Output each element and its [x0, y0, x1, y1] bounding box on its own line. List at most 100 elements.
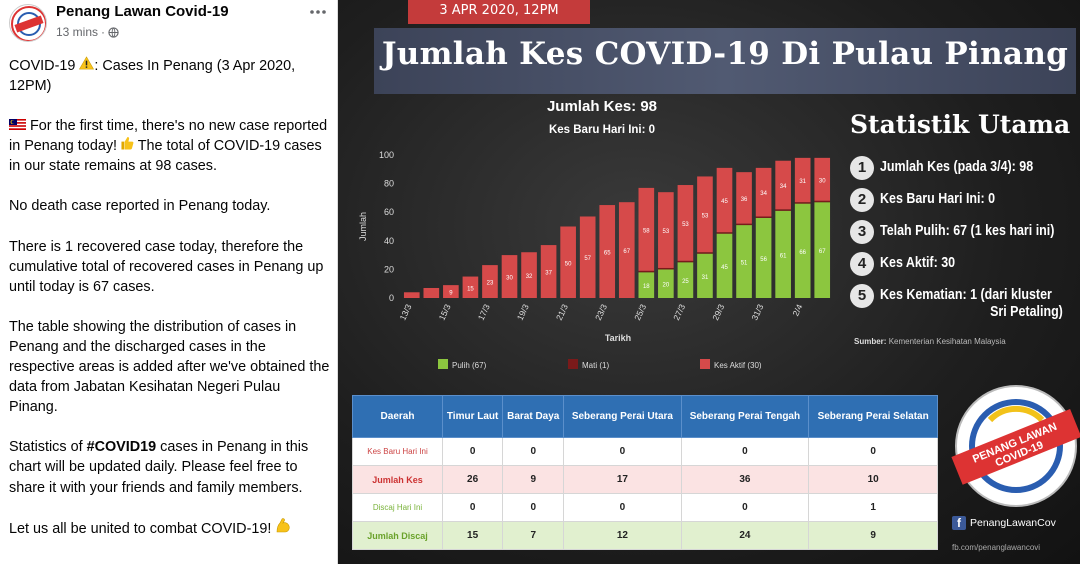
bar-label-aktif: 23 [487, 281, 494, 287]
post-paragraph-7: Let us all be united to combat COVID-19! [9, 517, 331, 539]
table-header-row: Daerah Timur Laut Barat Daya Seberang Pe… [352, 395, 938, 438]
bar-aktif [814, 157, 831, 201]
stat-text: Kes Baru Hari Ini: 0 [880, 191, 996, 207]
post-paragraph-6: Statistics of #COVID19 cases in Penang i… [9, 437, 331, 497]
bar-aktif [521, 252, 537, 298]
bar-label-pulih: 31 [702, 275, 709, 281]
page-name-link[interactable]: Penang Lawan Covid-19 [56, 3, 229, 20]
post-paragraph-2: For the first time, there's no new case … [9, 116, 331, 176]
post-time[interactable]: 13 mins [56, 25, 99, 39]
p2-text-b: The total of COVID-19 cases in our state… [9, 138, 322, 175]
bar-aktif [540, 245, 557, 298]
bar-label-aktif: 57 [584, 256, 591, 262]
table-header: Seberang Perai Utara [563, 395, 682, 438]
bar-label-aktif: 37 [545, 271, 552, 277]
row-label: Kes Baru Hari Ini [352, 437, 443, 466]
post-meta: 13 mins · [56, 25, 119, 39]
date-banner: 3 APR 2020, 12PM [408, 0, 590, 24]
x-tick-label: 25/3 [632, 302, 648, 321]
bar-pulih [794, 203, 811, 298]
bar-label-pulih: 56 [760, 257, 767, 263]
bar-mati [736, 223, 752, 226]
p1-text-a: COVID-19 [9, 58, 76, 74]
stat-text: Kes Kematian: 1 (dari kluster Sri Petali… [880, 284, 1063, 321]
y-axis-label: Jumlah [358, 212, 368, 241]
stat-text: Telah Pulih: 67 (1 kes hari ini) [880, 223, 1055, 239]
bar-aktif [794, 157, 811, 203]
infographic: 3 APR 2020, 12PM Jumlah Kes COVID-19 Di … [338, 0, 1080, 564]
bar-mati [814, 200, 831, 203]
bar-aktif [658, 192, 674, 268]
y-tick-label: 80 [384, 179, 394, 189]
table-header: Timur Laut [441, 395, 504, 438]
table-cell: 9 [808, 521, 938, 550]
thumbs-up-icon [121, 136, 134, 152]
post-paragraph-1: COVID-19 : Cases In Penang (3 Apr 2020, … [9, 56, 331, 96]
post-paragraph-4: There is 1 recovered case today, therefo… [9, 238, 324, 295]
p6-text-a: Statistics of [9, 439, 87, 456]
bar-aktif [560, 226, 576, 298]
bar-aktif [423, 287, 440, 298]
post-paragraph-3: No death case reported in Penang today. [9, 198, 271, 215]
table-cell: 36 [680, 465, 810, 494]
bar-pulih [814, 202, 831, 298]
bar-aktif [697, 176, 713, 253]
x-tick-label: 19/3 [515, 302, 531, 321]
legend-label: Kes Aktif (30) [714, 361, 762, 370]
bar-aktif [775, 160, 791, 210]
bar-mati [638, 270, 655, 273]
page-avatar[interactable] [9, 4, 47, 42]
bar-label-aktif: 58 [643, 228, 650, 234]
table-header: Barat Daya [502, 395, 565, 438]
table-cell: 0 [563, 437, 682, 466]
table-header: Seberang Perai Tengah [680, 395, 810, 438]
bar-pulih [638, 272, 655, 298]
x-tick-label: 17/3 [476, 302, 492, 321]
bar-aktif [638, 187, 655, 271]
more-options-button[interactable] [308, 2, 328, 27]
x-tick-label: 23/3 [593, 302, 609, 321]
bar-aktif [403, 292, 420, 298]
bar-aktif [501, 255, 518, 298]
hashtag-link[interactable]: #COVID19 [86, 439, 157, 456]
source-label: Sumber: [854, 337, 887, 346]
chart-header-total: Jumlah Kes: 98 [547, 98, 657, 115]
bar-mati [755, 216, 772, 218]
bar-label-pulih: 66 [799, 250, 806, 256]
bar-label-aktif: 15 [467, 286, 474, 292]
bar-label-pulih: 25 [682, 279, 689, 285]
bar-aktif [443, 285, 459, 298]
bar-mati [775, 209, 791, 211]
table-cell: 7 [502, 521, 565, 550]
bar-aktif [599, 205, 616, 298]
bar-label-aktif: 53 [682, 222, 689, 228]
warning-icon [79, 56, 95, 72]
bar-aktif [482, 265, 498, 298]
bar-label-aktif: 31 [799, 179, 806, 185]
table-cell: 10 [808, 465, 938, 494]
chart-header-new: Kes Baru Hari Ini: 0 [549, 124, 655, 136]
table-cell: 15 [441, 521, 504, 550]
stat-item-deaths: 5 Kes Kematian: 1 (dari kluster Sri Peta… [850, 284, 1080, 321]
legend-label: Pulih (67) [452, 361, 487, 370]
bar-label-pulih: 18 [643, 284, 650, 290]
bar-label-aktif: 32 [526, 274, 533, 280]
table-header: Seberang Perai Selatan [808, 395, 938, 438]
bar-mati [794, 202, 811, 204]
source-value: Kementerian Kesihatan Malaysia [888, 337, 1006, 346]
bar-label-pulih: 61 [780, 253, 787, 259]
bar-label-aktif: 30 [819, 178, 826, 184]
bar-label-pulih: 67 [819, 249, 826, 255]
bar-aktif [462, 276, 479, 298]
row-label: Discaj Hari Ini [352, 493, 443, 522]
ellipsis-icon [310, 10, 326, 14]
post-text: COVID-19 : Cases In Penang (3 Apr 2020, … [9, 56, 331, 559]
stat-number: 1 [850, 156, 874, 180]
bar-pulih [697, 253, 713, 298]
bar-label-pulih: 20 [663, 283, 670, 289]
bar-pulih [736, 225, 752, 298]
bar-label-aktif: 65 [604, 251, 611, 257]
bar-pulih [716, 233, 733, 298]
stat-number: 4 [850, 252, 874, 276]
post-paragraph-5: The table showing the distribution of ca… [9, 318, 330, 416]
